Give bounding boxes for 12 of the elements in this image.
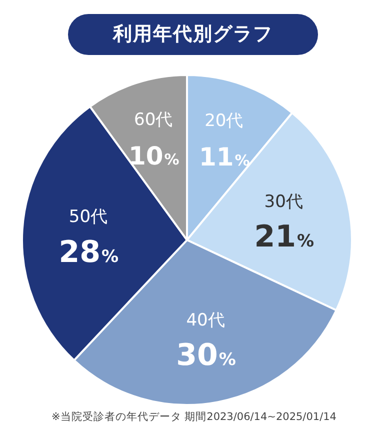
data-label: 11% — [198, 142, 250, 172]
slice-label: 60代 — [134, 110, 173, 130]
slice-label: 50代 — [68, 207, 108, 228]
data-label: 10% — [128, 141, 180, 170]
data-label: 21% — [254, 219, 314, 254]
text: ※当院受診者の年代データ 期間2023/06/14~2025/01/14 — [50, 410, 338, 424]
slice-label: 40代 — [186, 310, 225, 331]
chart-title: 利用年代別グラフ — [68, 14, 318, 55]
slice-label: 30代 — [264, 192, 303, 212]
data-label: 28% — [58, 234, 119, 270]
data-label: 30% — [176, 338, 236, 374]
slice-label: 20代 — [204, 110, 244, 131]
